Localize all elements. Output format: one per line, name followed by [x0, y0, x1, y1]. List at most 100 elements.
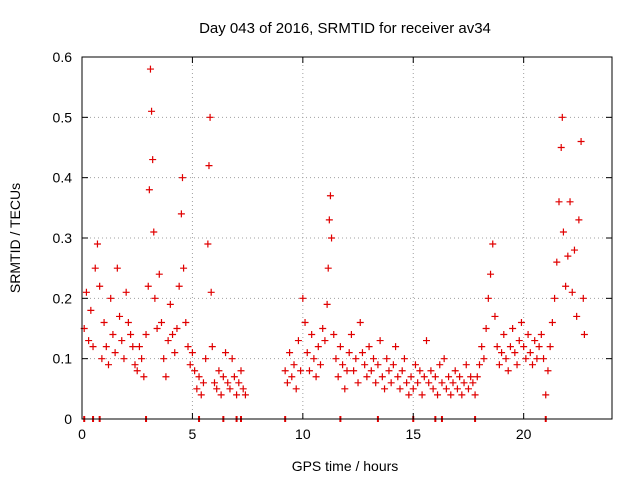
data-point — [575, 216, 583, 224]
x-tick-label: 20 — [516, 426, 532, 442]
data-point — [343, 367, 351, 375]
data-point — [122, 288, 130, 296]
data-point — [434, 391, 442, 399]
data-point — [361, 361, 369, 369]
data-point — [365, 343, 373, 351]
data-point — [476, 361, 483, 369]
data-point — [215, 367, 223, 375]
data-point — [520, 343, 528, 351]
data-point — [228, 355, 236, 363]
data-point — [290, 361, 298, 369]
data-point — [118, 337, 126, 345]
data-point — [120, 355, 128, 363]
data-point — [113, 264, 121, 272]
data-point — [150, 228, 158, 236]
data-point — [153, 325, 161, 332]
data-point — [127, 331, 135, 339]
data-point — [491, 312, 499, 320]
data-point — [184, 343, 192, 351]
data-point — [226, 385, 234, 393]
data-point — [354, 379, 362, 387]
data-point — [169, 331, 177, 339]
data-point — [301, 318, 309, 326]
data-point — [149, 156, 157, 164]
data-point — [217, 391, 225, 399]
data-point — [431, 373, 439, 381]
data-point — [449, 379, 457, 387]
data-point — [177, 210, 185, 218]
data-point — [407, 373, 415, 381]
data-point — [524, 331, 532, 339]
data-point — [529, 361, 536, 369]
data-point — [334, 373, 342, 381]
data-point — [398, 367, 406, 375]
data-point — [579, 294, 587, 302]
data-point — [213, 385, 221, 393]
data-point — [350, 367, 358, 375]
data-point — [145, 186, 153, 194]
data-point — [551, 294, 559, 302]
data-point — [202, 355, 210, 363]
data-point — [164, 337, 172, 345]
data-point — [336, 343, 344, 351]
data-point — [345, 349, 353, 357]
data-point — [292, 385, 300, 393]
data-point — [374, 361, 382, 369]
data-point — [513, 361, 521, 369]
data-point — [378, 373, 386, 381]
data-point — [418, 391, 426, 399]
data-point — [502, 355, 510, 363]
data-point — [129, 343, 137, 351]
x-tick-label: 15 — [405, 426, 421, 442]
data-point — [489, 240, 497, 248]
data-point — [577, 137, 585, 145]
data-point — [204, 240, 212, 248]
data-point — [308, 331, 316, 339]
data-point — [436, 361, 444, 369]
data-point — [531, 337, 539, 345]
data-point — [414, 379, 422, 387]
data-point — [319, 325, 327, 332]
data-point — [321, 337, 329, 345]
data-point — [559, 228, 567, 236]
data-point — [87, 306, 95, 314]
data-point — [230, 373, 238, 381]
data-point — [294, 337, 302, 345]
y-tick-label: 0 — [64, 411, 72, 427]
data-point — [394, 373, 402, 381]
data-point — [429, 385, 437, 393]
data-point — [116, 312, 124, 320]
data-point — [533, 355, 541, 363]
data-point — [105, 361, 112, 369]
data-point — [487, 270, 495, 278]
y-tick-label: 0.1 — [53, 351, 73, 367]
data-point — [286, 349, 294, 357]
data-point — [171, 349, 179, 357]
data-point — [363, 373, 371, 381]
y-tick-label: 0.5 — [53, 109, 73, 125]
data-point — [372, 379, 380, 387]
data-point — [138, 355, 146, 363]
data-point — [191, 367, 199, 375]
data-point — [288, 373, 296, 381]
data-point — [557, 144, 565, 151]
data-points — [80, 65, 588, 422]
data-point — [207, 288, 215, 296]
data-point — [509, 325, 517, 332]
chart-title: Day 043 of 2016, SRMTID for receiver av3… — [199, 20, 491, 37]
data-point — [438, 379, 446, 387]
data-point — [208, 343, 216, 351]
data-point — [573, 312, 581, 320]
data-point — [305, 367, 313, 375]
data-point — [440, 355, 448, 363]
x-axis-label: GPS time / hours — [292, 458, 399, 474]
data-point — [400, 355, 408, 363]
data-point — [160, 355, 168, 363]
x-tick-label: 10 — [295, 426, 311, 442]
data-point — [325, 216, 333, 224]
data-point — [515, 337, 523, 345]
data-point — [89, 343, 97, 351]
data-point — [540, 355, 548, 363]
data-point — [471, 391, 479, 399]
